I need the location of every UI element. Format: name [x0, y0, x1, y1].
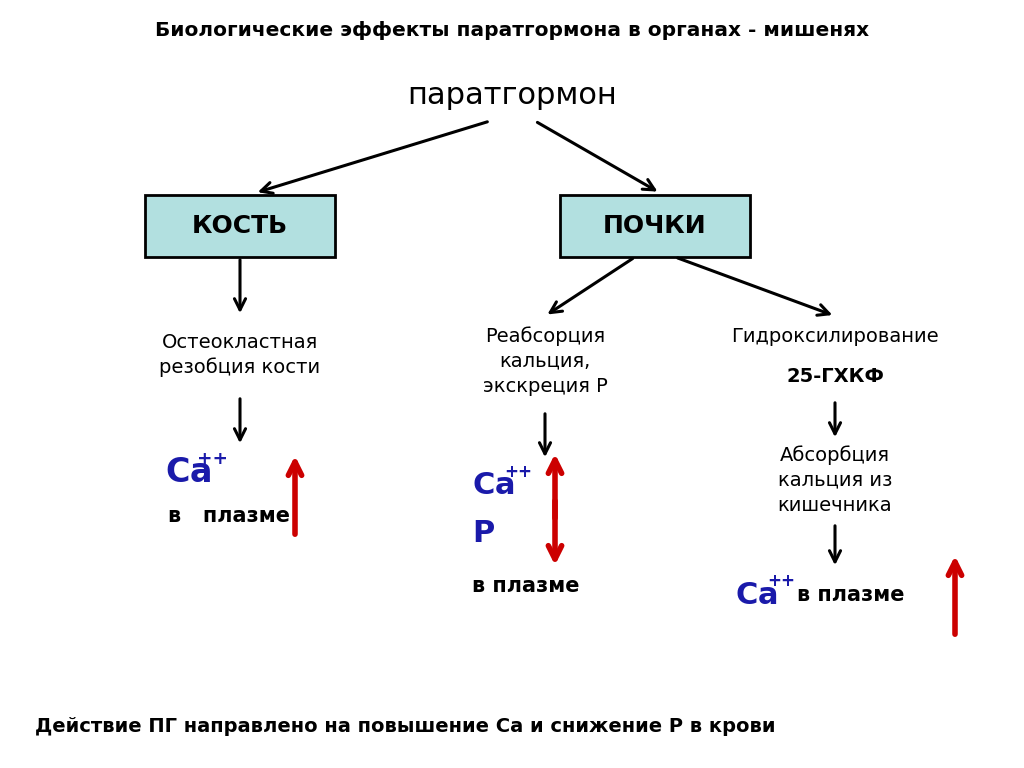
Text: Гидроксилирование: Гидроксилирование [731, 326, 939, 346]
Text: Реабсорция
кальция,
экскреция Р: Реабсорция кальция, экскреция Р [482, 326, 607, 396]
Text: паратгормон: паратгормон [408, 81, 616, 111]
Text: в   плазме: в плазме [168, 506, 290, 526]
Text: Р: Р [472, 518, 495, 548]
Text: КОСТЬ: КОСТЬ [191, 214, 288, 238]
Text: ++: ++ [197, 450, 228, 468]
Text: Остеокластная
резобция кости: Остеокластная резобция кости [160, 333, 321, 378]
FancyBboxPatch shape [560, 195, 750, 257]
Text: в плазме: в плазме [797, 585, 904, 605]
Text: Действие ПГ направлено на повышение Са и снижение Р в крови: Действие ПГ направлено на повышение Са и… [35, 717, 775, 736]
Text: Абсорбция
кальция из
кишечника: Абсорбция кальция из кишечника [777, 445, 892, 515]
Text: Биологические эффекты паратгормона в органах - мишенях: Биологические эффекты паратгормона в орг… [155, 21, 869, 39]
Text: $\mathbf{Ca}$: $\mathbf{Ca}$ [472, 472, 514, 501]
Text: ПОЧКИ: ПОЧКИ [603, 214, 707, 238]
FancyBboxPatch shape [145, 195, 335, 257]
Text: в плазме: в плазме [472, 576, 580, 596]
Text: 25-ГХКФ: 25-ГХКФ [786, 366, 884, 386]
Text: ++: ++ [767, 572, 795, 590]
Text: ++: ++ [504, 463, 532, 481]
Text: $\mathbf{Ca}$: $\mathbf{Ca}$ [735, 581, 777, 610]
Text: $\mathbf{Ca}$: $\mathbf{Ca}$ [165, 456, 211, 489]
